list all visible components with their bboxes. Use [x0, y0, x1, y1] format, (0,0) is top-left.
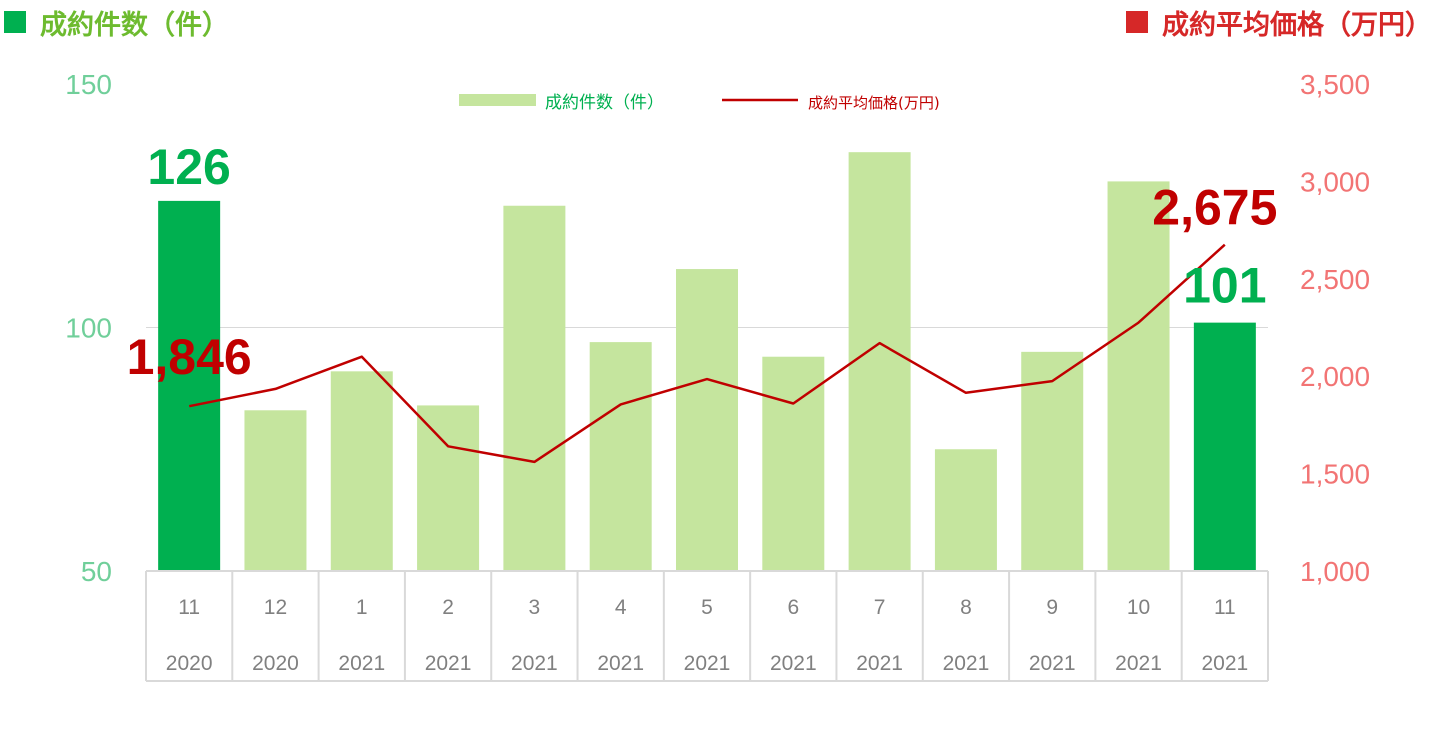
price-line: [188, 243, 1226, 464]
price-line-path: [188, 243, 1226, 464]
x-tick-month: 7: [874, 596, 886, 619]
bar: [503, 205, 566, 571]
x-tick-year: 2021: [425, 652, 472, 675]
x-tick-month: 4: [615, 596, 627, 619]
right-axis-tick: 1,500: [1300, 459, 1370, 490]
x-tick-month: 1: [356, 596, 368, 619]
value-axes: 50 100 150 1,000 1,500 2,000 2,500 3,000 3,500: [65, 69, 1370, 587]
bar: [330, 371, 393, 571]
bar: [848, 152, 911, 571]
right-axis-tick: 3,500: [1300, 69, 1370, 100]
bar: [158, 200, 221, 571]
bar: [1021, 351, 1084, 571]
bar: [1193, 322, 1256, 571]
x-tick-year: 2020: [252, 652, 299, 675]
x-tick-year: 2021: [1201, 652, 1248, 675]
x-tick-year: 2021: [770, 652, 817, 675]
x-tick-year: 2021: [338, 652, 385, 675]
x-tick-month: 6: [787, 596, 799, 619]
x-tick-month: 8: [960, 596, 972, 619]
category-axis: 11 2020 12 2020 1 2021 2 2021 3 2021 4 2021 5 2021 6 20…: [145, 570, 1269, 682]
x-tick-year: 2021: [684, 652, 731, 675]
x-tick-month: 12: [264, 596, 287, 619]
right-axis-header: 成約平均価格（万円）: [1126, 0, 1432, 44]
x-tick-month: 10: [1127, 596, 1150, 619]
x-tick-month: 5: [701, 596, 713, 619]
x-tick-year: 2020: [166, 652, 213, 675]
bar: [244, 410, 307, 571]
left-axis-tick: 150: [65, 69, 112, 100]
legend: 成約件数（件） 成約平均価格(万円): [459, 93, 940, 113]
bar: [934, 449, 997, 571]
x-tick-month: 3: [529, 596, 541, 619]
x-tick-year: 2021: [597, 652, 644, 675]
x-tick-year: 2021: [1029, 652, 1076, 675]
right-axis-tick: 2,000: [1300, 361, 1370, 392]
x-tick-year: 2021: [1115, 652, 1162, 675]
bar-data-label-last: 101: [1183, 258, 1266, 314]
line-data-label-first: 1,846: [127, 329, 252, 385]
green-square-icon: [4, 11, 26, 33]
x-tick-year: 2021: [511, 652, 558, 675]
bars: [158, 152, 1256, 571]
right-axis-tick: 1,000: [1300, 556, 1370, 587]
bar: [1107, 181, 1170, 571]
left-axis-tick: 100: [65, 313, 112, 344]
bar: [762, 356, 825, 571]
left-axis-header: 成約件数（件）: [4, 0, 229, 44]
right-axis-header-label: 成約平均価格（万円）: [1162, 9, 1432, 41]
right-axis-tick: 3,000: [1300, 166, 1370, 197]
data-labels: 126 101 1,846 2,675: [127, 139, 1278, 385]
bar: [417, 405, 480, 571]
legend-bar-swatch: [459, 94, 536, 106]
bar: [589, 342, 652, 571]
line-data-label-last: 2,675: [1152, 180, 1277, 236]
left-axis-tick: 50: [81, 556, 112, 587]
x-tick-year: 2021: [943, 652, 990, 675]
legend-bar-label: 成約件数（件）: [545, 93, 664, 113]
x-tick-month: 2: [442, 596, 454, 619]
legend-line-label: 成約平均価格(万円): [808, 94, 940, 112]
right-axis-tick: 2,500: [1300, 264, 1370, 295]
x-tick-month: 11: [178, 596, 200, 619]
bar: [676, 269, 738, 571]
x-tick-year: 2021: [856, 652, 903, 675]
x-tick-month: 11: [1214, 596, 1236, 619]
red-square-icon: [1126, 11, 1148, 33]
left-axis-header-label: 成約件数（件）: [40, 9, 229, 41]
bar-data-label-first: 126: [147, 139, 230, 195]
x-tick-month: 9: [1046, 596, 1058, 619]
